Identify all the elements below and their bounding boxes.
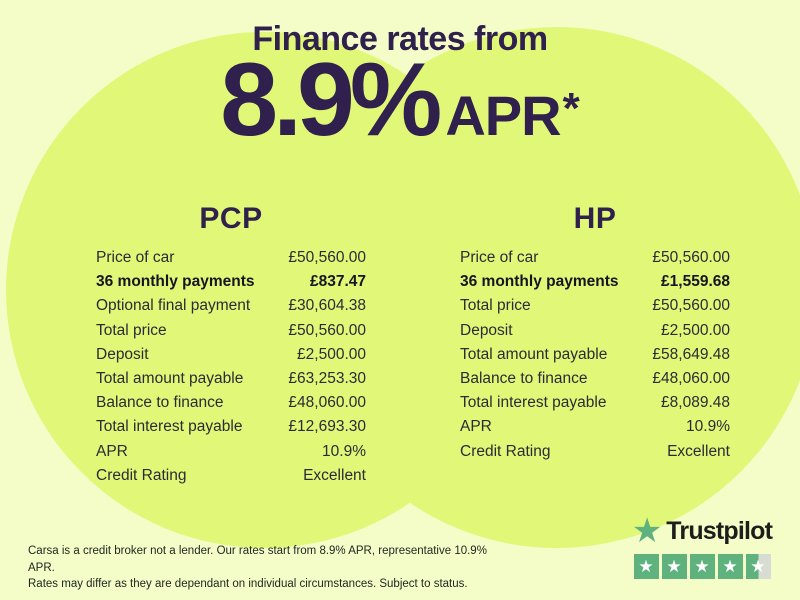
row-value: Excellent (667, 442, 730, 460)
row-label: Credit Rating (460, 442, 551, 460)
rating-star-icon: ★ (717, 554, 743, 579)
legal-disclaimer: Carsa is a credit broker not a lender. O… (28, 543, 498, 593)
rating-star-icon: ★ (689, 554, 715, 579)
row-label: APR (96, 442, 128, 460)
table-row: Balance to finance £48,060.00 (96, 394, 366, 418)
hero-rate-line: 8.9% APR * (0, 48, 800, 152)
hero-footnote-asterisk: * (562, 84, 580, 133)
trustpilot-wordmark: ★ Trustpilot (631, 512, 773, 550)
row-value: £8,089.48 (661, 394, 730, 412)
table-row: Credit Rating Excellent (460, 443, 730, 467)
pcp-table-title: PCP (199, 202, 263, 235)
star-glyph: ★ (750, 557, 766, 576)
table-row: APR 10.9% (460, 418, 730, 442)
row-value: £50,560.00 (652, 297, 730, 315)
trustpilot-brand-name: Trustpilot (666, 516, 773, 545)
table-row: Total interest payable £8,089.48 (460, 394, 730, 418)
table-row: Total amount payable £63,253.30 (96, 370, 366, 394)
trustpilot-rating-4-5-stars: ★ ★ ★ ★ ★ (633, 554, 771, 579)
table-row: Total amount payable £58,649.48 (460, 346, 730, 370)
row-value: 10.9% (322, 442, 366, 460)
pcp-table: PCP Price of car £50,560.00 36 monthly p… (96, 202, 366, 491)
table-row: Credit Rating Excellent (96, 467, 366, 491)
hp-table: HP Price of car £50,560.00 36 monthly pa… (460, 202, 730, 467)
row-value: Excellent (303, 466, 366, 484)
row-value: £2,500.00 (661, 321, 730, 339)
table-row: Total price £50,560.00 (96, 322, 366, 346)
table-row: Price of car £50,560.00 (460, 249, 730, 273)
row-value: £50,560.00 (288, 249, 366, 266)
row-label: Balance to finance (96, 394, 224, 412)
star-glyph: ★ (722, 557, 738, 576)
rating-half-star-icon: ★ (745, 554, 771, 579)
row-value: £48,060.00 (288, 394, 366, 412)
disclaimer-line-2: Rates may differ as they are dependant o… (28, 578, 468, 590)
table-row: APR 10.9% (96, 443, 366, 467)
table-row: Balance to finance £48,060.00 (460, 370, 730, 394)
table-row: Total price £50,560.00 (460, 297, 730, 321)
table-row: Price of car £50,560.00 (96, 249, 366, 273)
table-row: Deposit £2,500.00 (460, 322, 730, 346)
row-value: £50,560.00 (652, 249, 730, 266)
rating-star-icon: ★ (661, 554, 687, 579)
row-label: Total interest payable (460, 394, 607, 412)
row-value: £12,693.30 (288, 418, 366, 436)
hp-table-title: HP (573, 202, 617, 235)
row-value: £48,060.00 (652, 369, 730, 387)
row-label: Optional final payment (96, 297, 251, 315)
row-value: £58,649.48 (652, 345, 730, 363)
table-row: 36 monthly payments £1,559.68 (460, 273, 730, 297)
table-row: Total interest payable £12,693.30 (96, 418, 366, 442)
row-value: £1,559.68 (661, 273, 730, 291)
row-value: £2,500.00 (297, 345, 366, 363)
row-label: APR (460, 418, 492, 436)
row-label: Credit Rating (96, 466, 187, 484)
disclaimer-line-1: Carsa is a credit broker not a lender. O… (28, 545, 487, 574)
star-glyph: ★ (666, 557, 682, 576)
hero-rate-value: 8.9% (220, 42, 442, 158)
row-label: Balance to finance (460, 369, 588, 387)
rating-star-icon: ★ (633, 554, 659, 579)
hero-apr-label: APR (445, 84, 561, 147)
row-value: 10.9% (686, 418, 730, 436)
trustpilot-badge: ★ Trustpilot ★ ★ ★ ★ ★ (622, 514, 782, 579)
row-value: £50,560.00 (288, 321, 366, 339)
row-label: Deposit (96, 345, 149, 363)
row-label: Total price (460, 297, 531, 315)
star-glyph: ★ (694, 557, 710, 576)
row-label: Price of car (460, 249, 539, 266)
table-row: 36 monthly payments £837.47 (96, 273, 366, 297)
decorative-circle-right (296, 27, 800, 548)
row-value: £30,604.38 (288, 297, 366, 315)
star-glyph: ★ (638, 557, 654, 576)
row-label: 36 monthly payments (96, 273, 255, 291)
row-value: £837.47 (309, 273, 366, 291)
row-label: Total interest payable (96, 418, 243, 436)
table-row: Optional final payment £30,604.38 (96, 297, 366, 321)
row-label: Price of car (96, 249, 175, 266)
row-label: Total amount payable (460, 345, 608, 363)
row-label: 36 monthly payments (460, 273, 619, 291)
row-label: Total amount payable (96, 369, 244, 387)
banner-title: Finance rates from (252, 20, 548, 58)
row-label: Deposit (460, 321, 513, 339)
row-label: Total price (96, 321, 167, 339)
row-value: £63,253.30 (288, 369, 366, 387)
trustpilot-star-icon: ★ (631, 512, 663, 550)
table-row: Deposit £2,500.00 (96, 346, 366, 370)
